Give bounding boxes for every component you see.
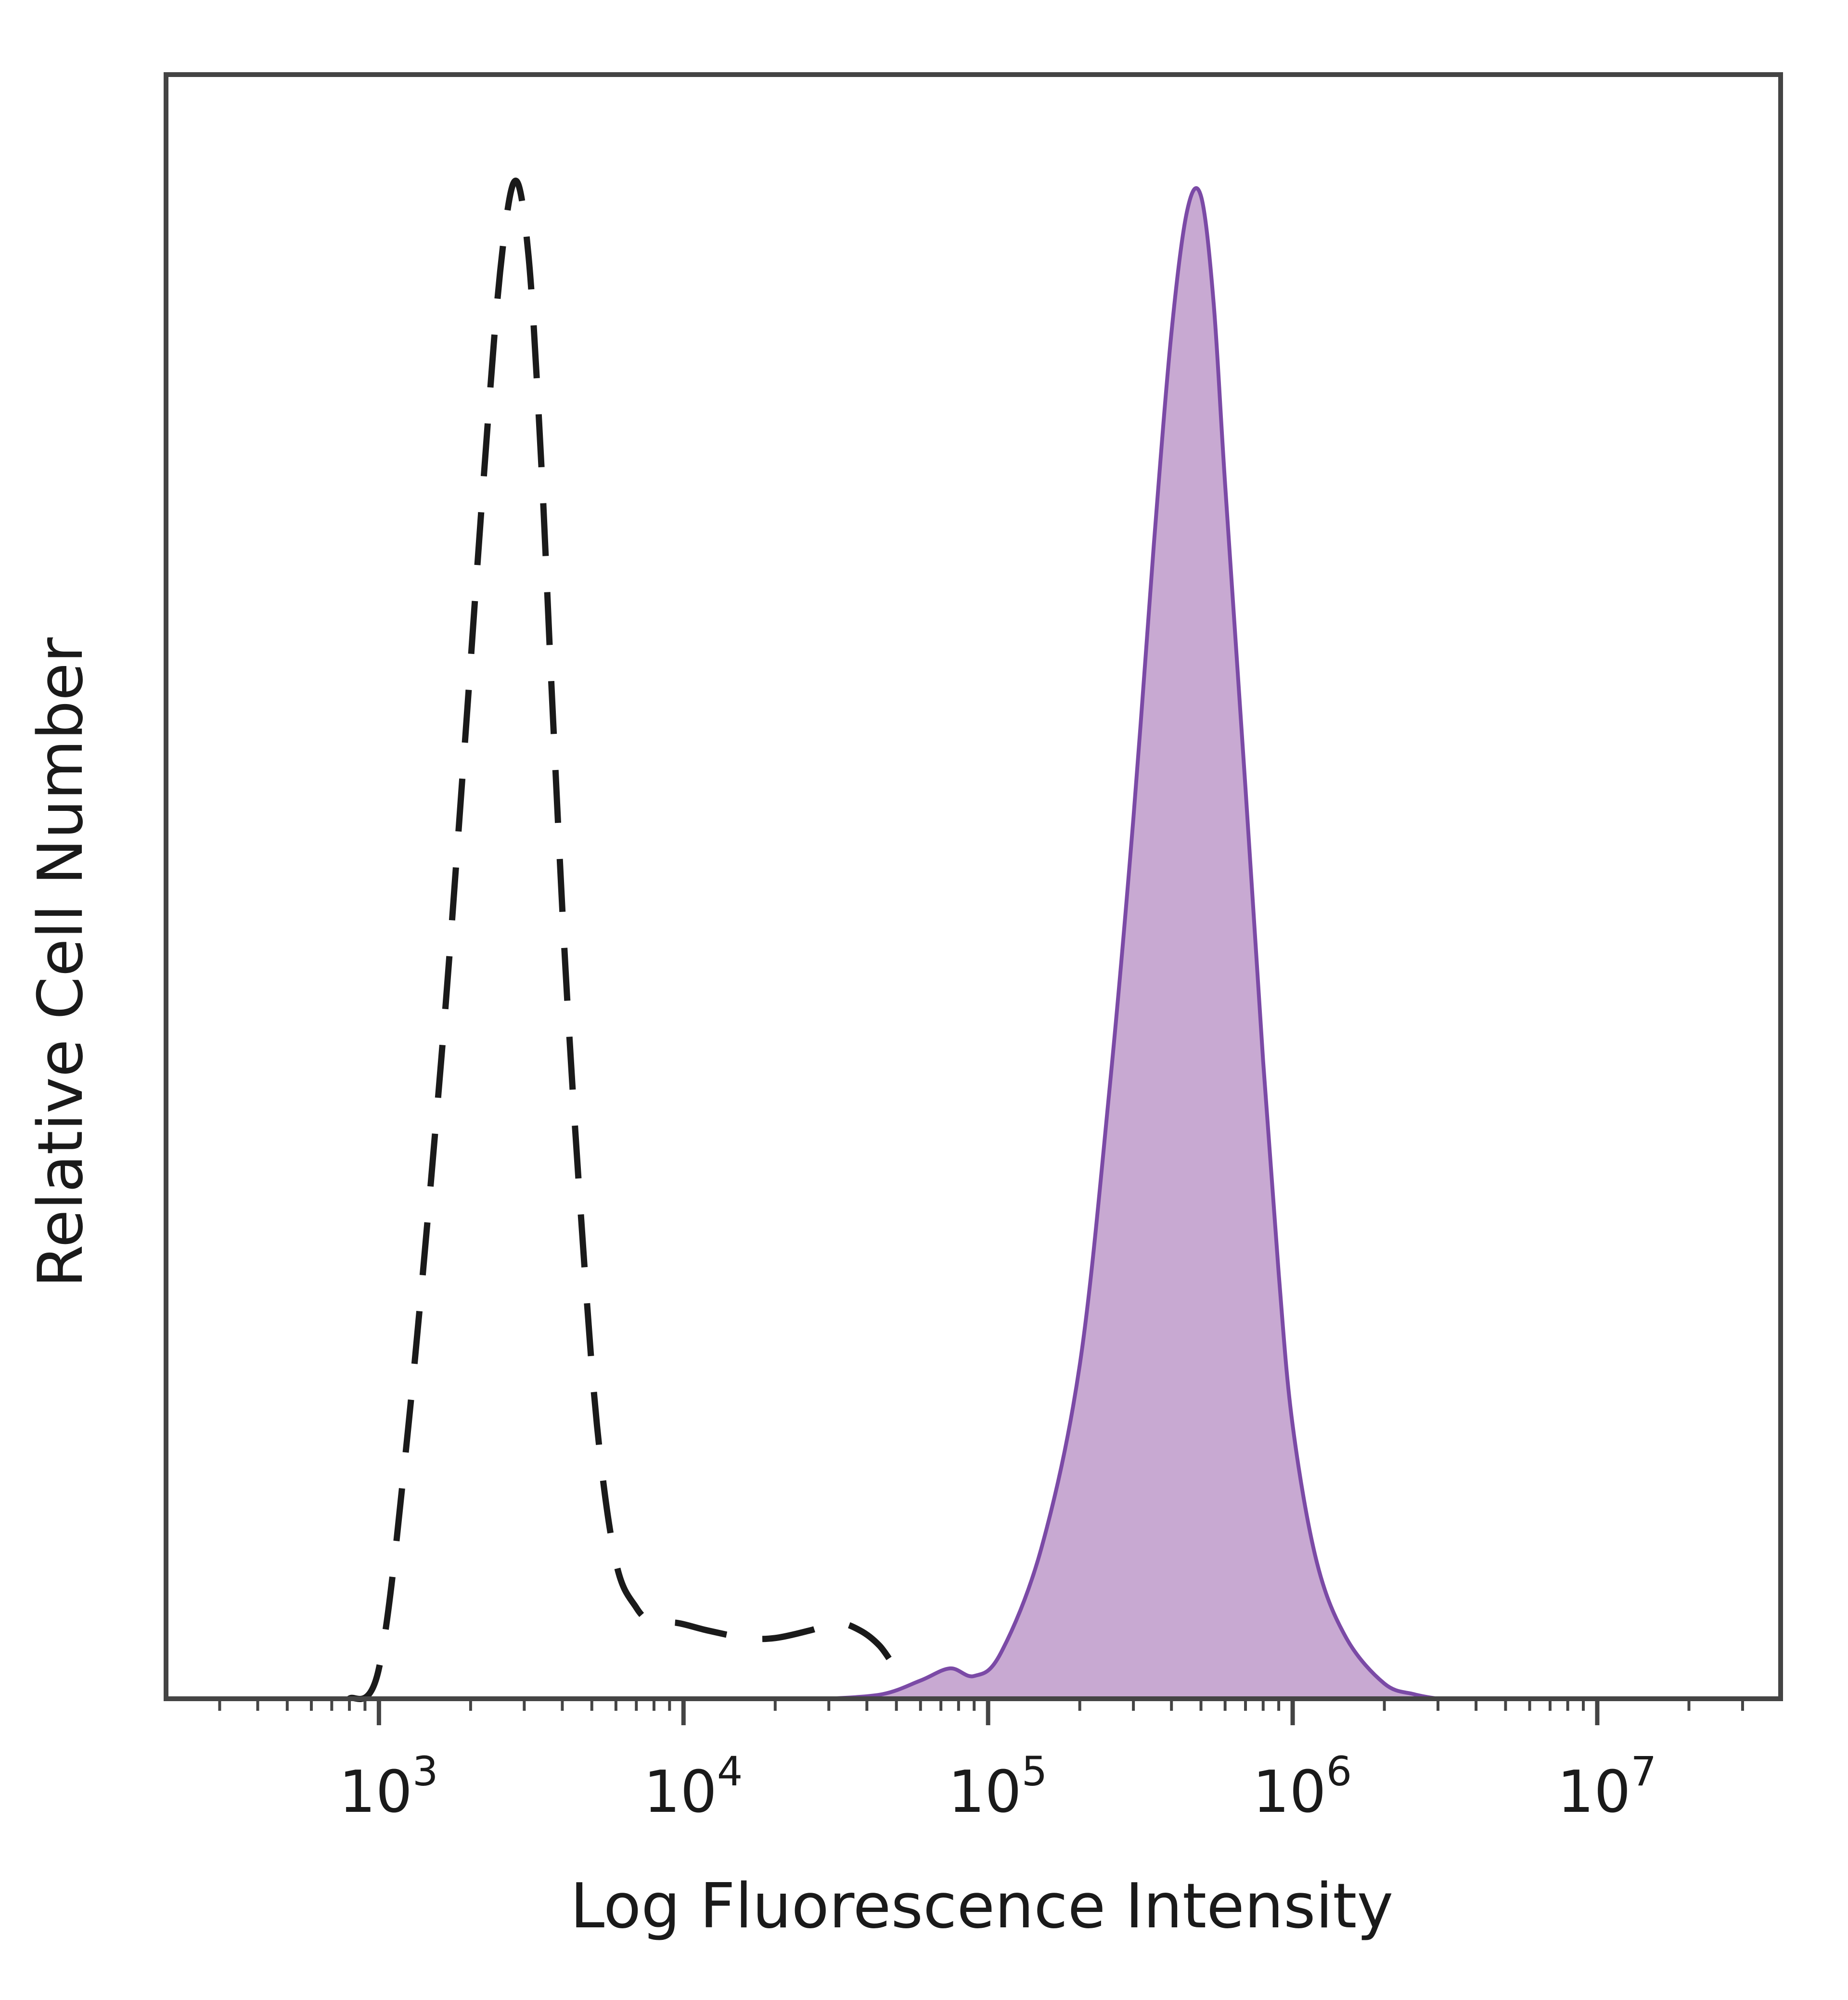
y-axis-title: Relative Cell Number — [25, 637, 97, 1287]
x-tick-label: 103 — [339, 1748, 438, 1826]
plot-frame — [164, 72, 1783, 1701]
x-tick-label: 105 — [948, 1748, 1047, 1826]
series-0-line — [347, 178, 911, 1702]
x-tick-label: 104 — [643, 1748, 743, 1826]
x-axis-minor-ticks — [218, 1699, 1744, 1711]
series-1-area — [829, 188, 1438, 1699]
series-layer — [347, 178, 1438, 1702]
series-1-line — [828, 186, 1438, 1701]
x-axis-ticks: 103 104 105 106 107 — [339, 1699, 1656, 1826]
x-tick-label: 106 — [1253, 1748, 1352, 1826]
x-tick-label: 107 — [1557, 1748, 1656, 1826]
x-axis-title: Log Fluorescence Intensity — [570, 1871, 1393, 1942]
